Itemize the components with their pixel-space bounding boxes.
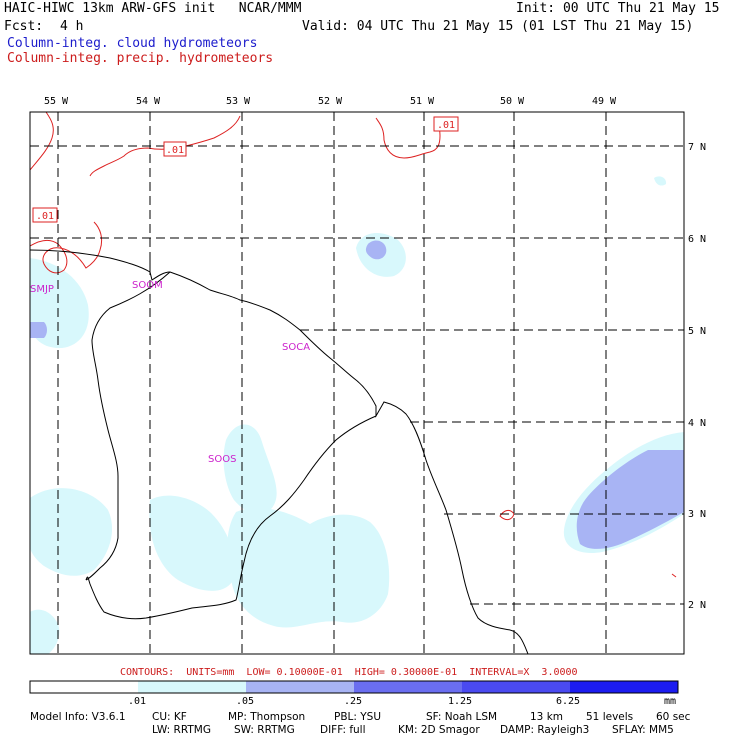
lon-label: 55 W	[44, 96, 69, 107]
colorbar-tick: 6.25	[556, 696, 581, 707]
surface-scheme: SF: Noah LSM	[426, 711, 498, 723]
lon-label: 52 W	[318, 96, 343, 107]
lat-label: 7 N	[688, 142, 706, 153]
colorbar-units: mm	[664, 696, 677, 707]
init-time: Init: 00 UTC Thu 21 May 15	[516, 1, 720, 16]
colorbar-segment	[570, 681, 678, 693]
microphysics-scheme: MP: Thompson	[228, 711, 306, 723]
station-markers: SMJP SOOM SOCA SOOS	[30, 280, 310, 465]
vertical-levels: 51 levels	[586, 711, 634, 723]
colorbar-tick: 1.25	[448, 696, 473, 707]
station-soca: SOCA	[282, 342, 310, 353]
shaded-cloud-field	[30, 176, 684, 654]
cumulus-scheme: CU: KF	[152, 711, 187, 723]
time-step: 60 sec	[656, 711, 691, 723]
field-cloud-hydrometeors: Column-integ. cloud hydrometeors	[7, 36, 258, 51]
model-info: Model Info: V3.6.1	[30, 711, 126, 723]
plot-title: HAIC-HIWC 13km ARW-GFS init NCAR/MMM	[4, 1, 302, 16]
valid-time: Valid: 04 UTC Thu 21 May 15 (01 LST Thu …	[302, 19, 694, 34]
station-soom: SOOM	[132, 280, 163, 291]
colorbar-segment	[354, 681, 462, 693]
colorbar-frame	[29, 680, 679, 694]
contour-label: .01	[36, 211, 54, 222]
forecast-hour: 4 h	[60, 19, 84, 34]
colorbar-segment	[138, 681, 246, 693]
colorbar-segment	[462, 681, 570, 693]
lat-label: 6 N	[688, 234, 706, 245]
longitude-labels: 55 W 54 W 53 W 52 W 51 W 50 W 49 W	[44, 96, 617, 107]
surface-layer-scheme: SFLAY: MM5	[612, 724, 674, 736]
contours-info: CONTOURS: UNITS=mm LOW= 0.10000E-01 HIGH…	[120, 667, 578, 678]
lat-label: 4 N	[688, 418, 706, 429]
pbl-scheme: PBL: YSU	[334, 711, 382, 723]
map-frame	[29, 111, 685, 655]
lat-label: 2 N	[688, 600, 706, 611]
longwave-scheme: LW: RRTMG	[152, 724, 211, 736]
damping-option: DAMP: Rayleigh3	[500, 724, 590, 736]
contour-labels: .01 .01 .01	[32, 116, 459, 223]
contour-label-box	[163, 141, 187, 157]
eddy-coefficient: KM: 2D Smagor	[398, 724, 480, 736]
latitude-labels: 7 N 6 N 5 N 4 N 3 N 2 N	[688, 142, 706, 611]
forecast-label: Fcst:	[4, 19, 44, 34]
contour-label-box	[433, 116, 459, 132]
shortwave-scheme: SW: RRTMG	[234, 724, 295, 736]
colorbar	[29, 680, 679, 694]
lon-label: 53 W	[226, 96, 251, 107]
coastline	[30, 249, 529, 654]
colorbar-segment	[30, 681, 138, 693]
colorbar-tick: .05	[236, 696, 255, 707]
lon-label: 49 W	[592, 96, 617, 107]
diffusion-option: DIFF: full	[320, 724, 366, 736]
station-smjp: SMJP	[30, 284, 54, 295]
lat-lon-grid	[30, 112, 684, 654]
colorbar-tick: .25	[344, 696, 363, 707]
grid-resolution: 13 km	[530, 711, 564, 723]
contour-label: .01	[437, 120, 455, 131]
lon-label: 51 W	[410, 96, 435, 107]
lon-label: 50 W	[500, 96, 525, 107]
lat-label: 5 N	[688, 326, 706, 337]
colorbar-tick: .01	[128, 696, 147, 707]
station-soos: SOOS	[208, 454, 236, 465]
lon-label: 54 W	[136, 96, 161, 107]
contour-label: .01	[166, 145, 184, 156]
contour-label-box	[32, 207, 58, 223]
field-precip-hydrometeors: Column-integ. precip. hydrometeors	[7, 51, 274, 66]
colorbar-segment	[246, 681, 354, 693]
lat-label: 3 N	[688, 509, 706, 520]
